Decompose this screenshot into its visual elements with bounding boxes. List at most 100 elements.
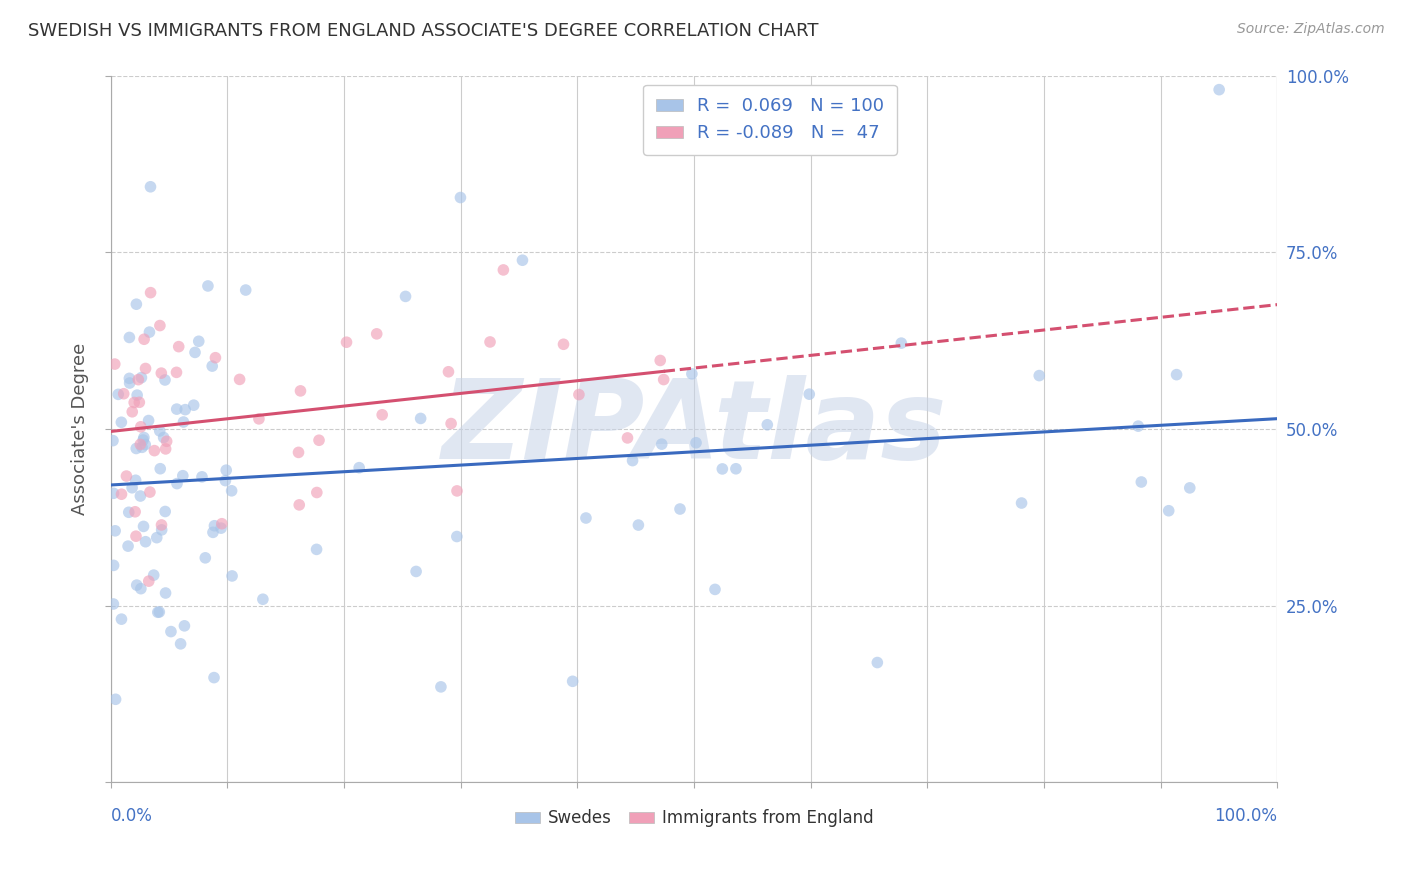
Point xyxy=(799,387,821,401)
Point xyxy=(405,565,427,579)
Point xyxy=(172,468,194,483)
Point xyxy=(1178,481,1201,495)
Point xyxy=(135,534,157,549)
Point xyxy=(153,504,176,518)
Point xyxy=(118,505,141,519)
Point xyxy=(129,437,152,451)
Point xyxy=(129,582,152,596)
Point xyxy=(366,326,388,341)
Point xyxy=(149,424,172,438)
Point xyxy=(201,359,224,373)
Point xyxy=(115,469,138,483)
Point xyxy=(150,518,173,533)
Point xyxy=(204,518,226,533)
Point xyxy=(681,367,703,381)
Point xyxy=(167,340,190,354)
Point xyxy=(214,474,236,488)
Point xyxy=(394,289,416,303)
Point xyxy=(139,179,162,194)
Point xyxy=(512,253,534,268)
Point xyxy=(122,395,145,409)
Point xyxy=(221,483,243,498)
Point xyxy=(308,434,330,448)
Text: 0.0%: 0.0% xyxy=(111,807,153,825)
Point xyxy=(131,370,153,384)
Point xyxy=(669,502,692,516)
Point xyxy=(121,481,143,495)
Point xyxy=(866,656,889,670)
Point xyxy=(117,539,139,553)
Point xyxy=(103,486,125,500)
Point xyxy=(652,373,675,387)
Point xyxy=(215,463,238,477)
Point xyxy=(492,263,515,277)
Point xyxy=(139,285,162,300)
Point xyxy=(890,336,912,351)
Point xyxy=(173,619,195,633)
Point xyxy=(110,612,132,626)
Point xyxy=(132,430,155,444)
Point xyxy=(166,476,188,491)
Point xyxy=(204,351,226,365)
Point xyxy=(104,524,127,538)
Point xyxy=(202,671,225,685)
Point xyxy=(235,283,257,297)
Point xyxy=(371,408,394,422)
Point xyxy=(138,574,160,589)
Point xyxy=(409,411,432,425)
Point xyxy=(305,485,328,500)
Point xyxy=(685,435,707,450)
Point xyxy=(437,365,460,379)
Point xyxy=(446,483,468,498)
Point xyxy=(347,460,370,475)
Point xyxy=(561,674,583,689)
Point xyxy=(440,417,463,431)
Point xyxy=(166,365,188,379)
Point xyxy=(166,402,188,417)
Point xyxy=(138,413,160,427)
Point xyxy=(449,190,471,204)
Point xyxy=(711,462,734,476)
Point xyxy=(112,386,135,401)
Point xyxy=(118,371,141,385)
Point xyxy=(129,419,152,434)
Point xyxy=(553,337,575,351)
Legend: Swedes, Immigrants from England: Swedes, Immigrants from England xyxy=(508,803,880,834)
Point xyxy=(187,334,209,349)
Point xyxy=(221,569,243,583)
Point xyxy=(1011,496,1033,510)
Point xyxy=(651,437,673,451)
Point xyxy=(129,489,152,503)
Point xyxy=(121,405,143,419)
Point xyxy=(103,597,125,611)
Point xyxy=(138,325,160,339)
Text: Source: ZipAtlas.com: Source: ZipAtlas.com xyxy=(1237,22,1385,37)
Point xyxy=(124,473,146,487)
Point xyxy=(149,318,172,333)
Point xyxy=(568,387,591,401)
Point xyxy=(430,680,453,694)
Point xyxy=(228,372,250,386)
Point xyxy=(134,437,156,451)
Point xyxy=(131,440,153,454)
Point xyxy=(479,334,502,349)
Y-axis label: Associate's Degree: Associate's Degree xyxy=(72,343,89,515)
Point xyxy=(1166,368,1188,382)
Point xyxy=(103,558,125,573)
Point xyxy=(150,523,173,537)
Point xyxy=(148,605,170,619)
Point xyxy=(184,345,207,359)
Point xyxy=(104,692,127,706)
Point xyxy=(125,297,148,311)
Point xyxy=(125,442,148,456)
Point xyxy=(143,443,166,458)
Point xyxy=(1028,368,1050,383)
Point xyxy=(247,412,270,426)
Point xyxy=(724,462,747,476)
Point xyxy=(150,366,173,380)
Point xyxy=(139,485,162,500)
Text: SWEDISH VS IMMIGRANTS FROM ENGLAND ASSOCIATE'S DEGREE CORRELATION CHART: SWEDISH VS IMMIGRANTS FROM ENGLAND ASSOC… xyxy=(28,22,818,40)
Text: ZIPAtlas: ZIPAtlas xyxy=(441,376,946,483)
Point xyxy=(142,568,165,582)
Point xyxy=(183,398,205,412)
